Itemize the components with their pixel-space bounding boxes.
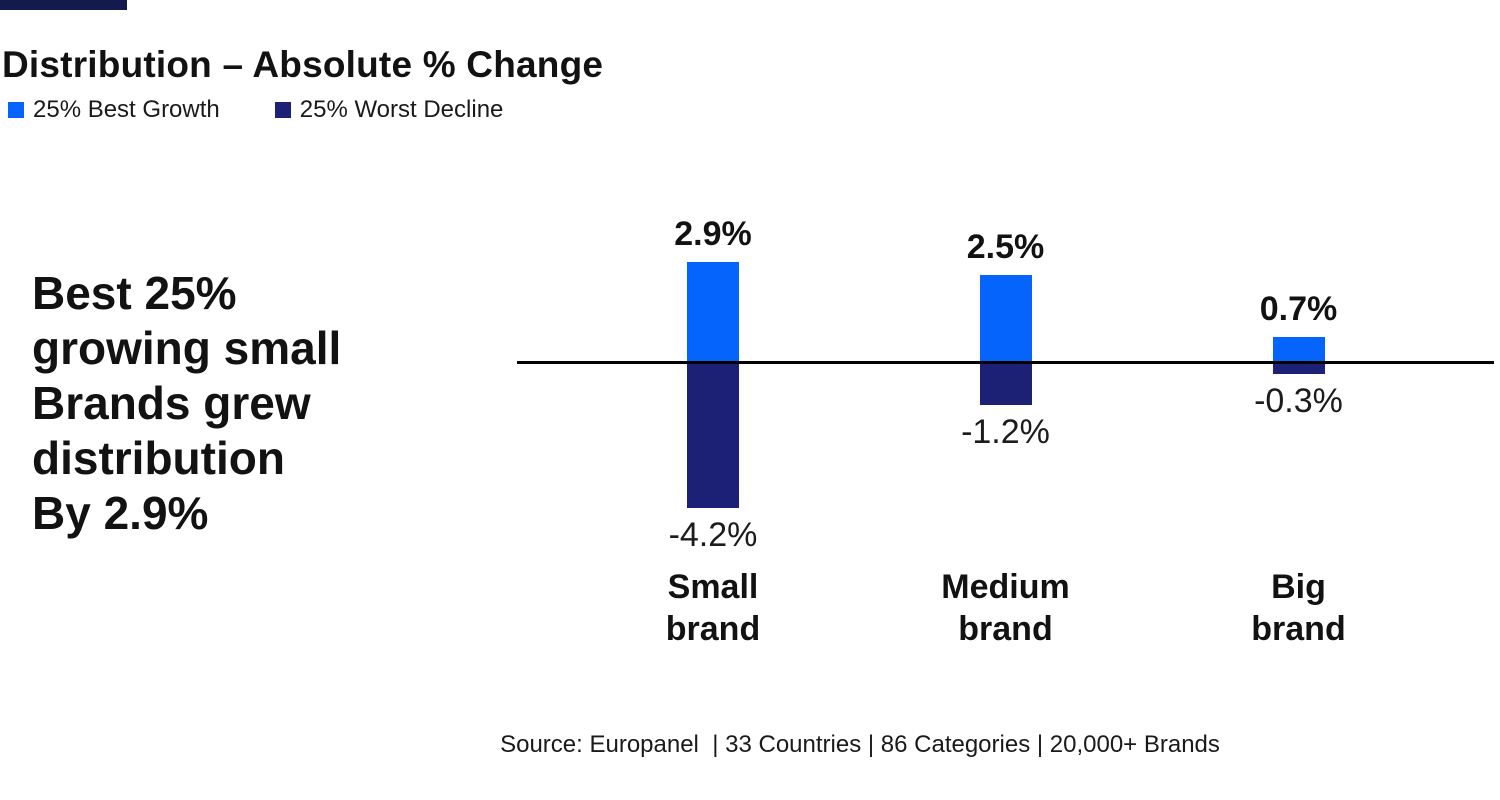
bar-positive	[687, 262, 739, 361]
legend-label-worst-decline: 25% Worst Decline	[299, 96, 504, 123]
bar-value-label-positive: 0.7%	[1259, 290, 1338, 328]
legend-label-best-growth: 25% Best Growth	[33, 96, 220, 123]
legend-swatch-best-growth-icon	[8, 102, 24, 118]
bar-value-label-positive: 2.5%	[966, 228, 1045, 266]
bar-negative	[1272, 364, 1325, 374]
bar-negative	[979, 364, 1032, 405]
chart-title: Distribution – Absolute % Change	[2, 44, 604, 85]
callout-text: Best 25% growing small Brands grew distr…	[32, 267, 342, 539]
top-left-accent-bar	[0, 0, 127, 10]
legend: 25% Best Growth 25% Worst Decline	[8, 96, 503, 124]
legend-item-worst-decline: 25% Worst Decline	[274, 96, 504, 124]
bar-positive	[1272, 337, 1325, 361]
bar-positive	[979, 275, 1032, 361]
category-label: Small brand	[665, 568, 761, 648]
bar-value-label-negative: -0.3%	[1254, 382, 1343, 420]
legend-item-best-growth: 25% Best Growth	[8, 96, 220, 124]
bar-negative	[687, 364, 739, 508]
source-note: Source: Europanel | 33 Countries | 86 Ca…	[500, 731, 1220, 758]
bar-value-label-negative: -4.2%	[668, 516, 758, 554]
category-label: Big brand	[1251, 568, 1346, 648]
bar-value-label-positive: 2.9%	[674, 215, 752, 253]
x-axis-line	[517, 361, 1494, 364]
category-label: Medium brand	[941, 568, 1070, 648]
legend-swatch-worst-decline-icon	[274, 102, 291, 118]
bar-value-label-negative: -1.2%	[961, 413, 1050, 451]
